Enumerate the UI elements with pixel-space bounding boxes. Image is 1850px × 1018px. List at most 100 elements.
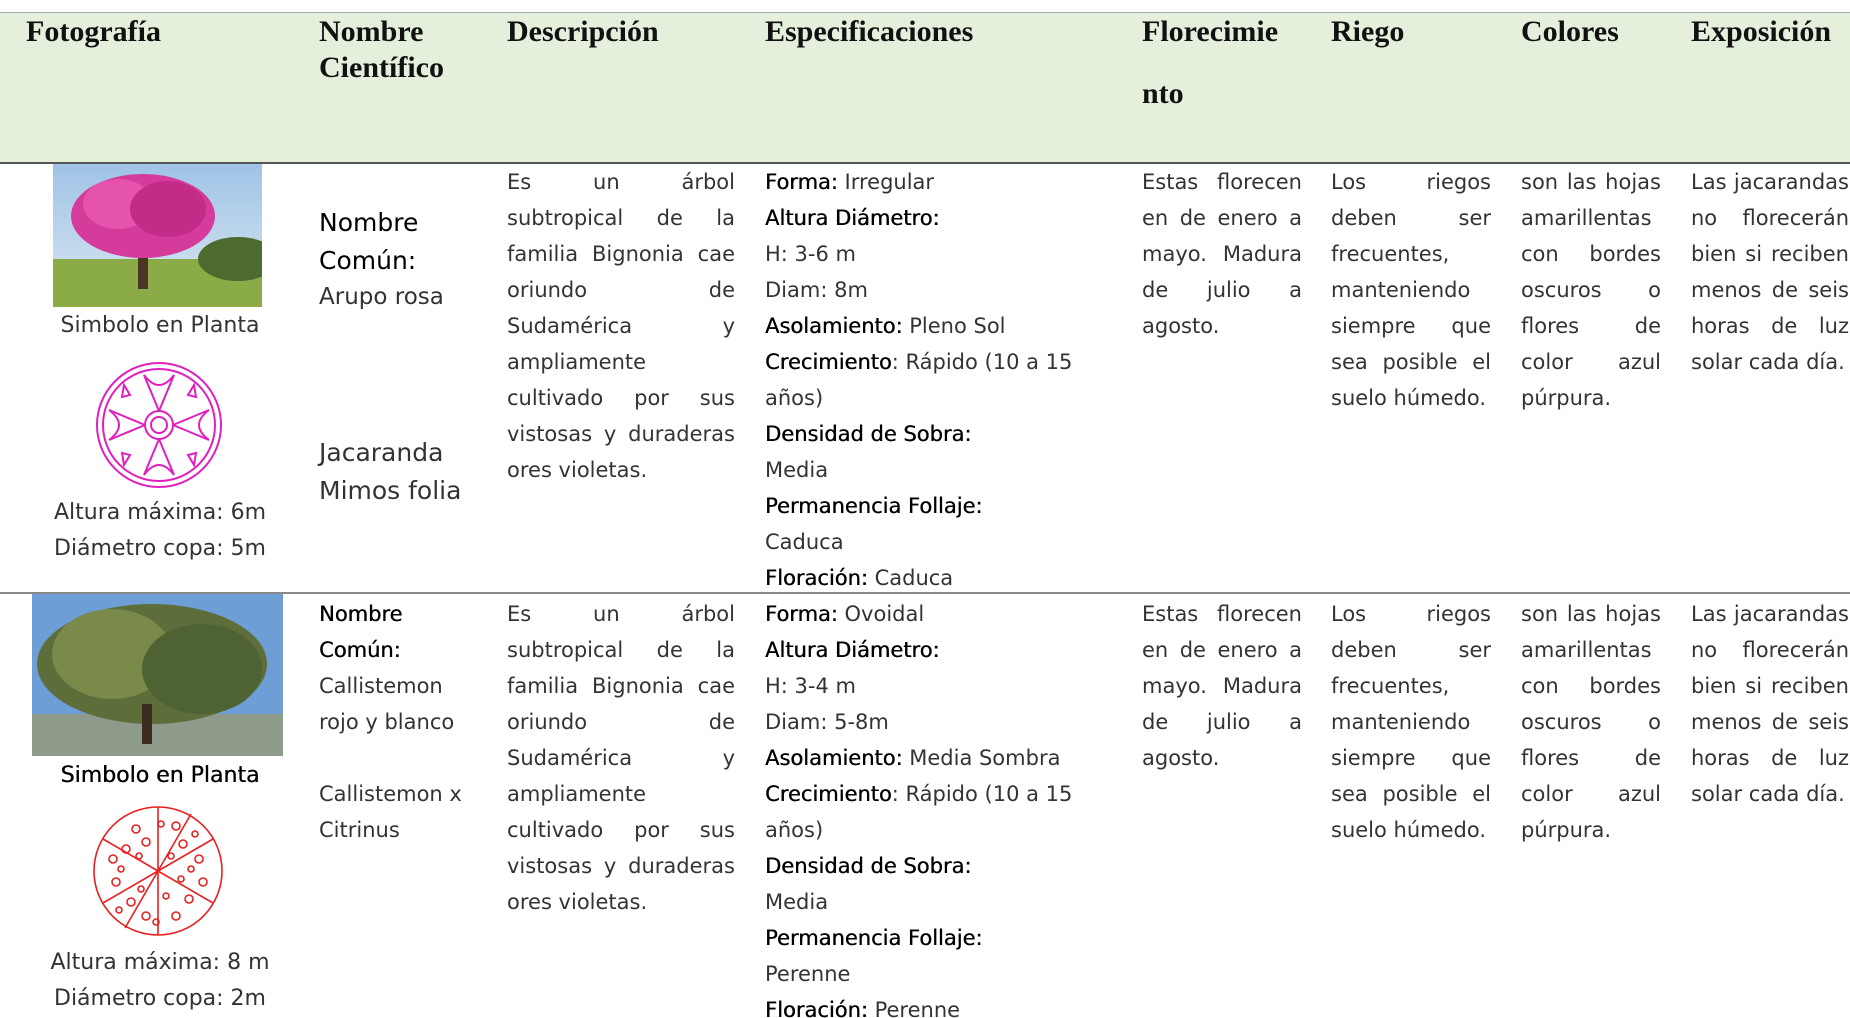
- spec-label: Permanencia Follaje:: [765, 926, 983, 950]
- spec-label: Crecimiento: [765, 782, 892, 806]
- spec-label: Crecimiento: [765, 350, 892, 374]
- crown-diameter: Diámetro copa: 2m: [54, 986, 266, 1011]
- max-height: Altura máxima: 8 m: [50, 950, 270, 975]
- spec-line: Densidad de Sobra:: [765, 416, 1135, 452]
- spec-label: Floración:: [765, 566, 868, 590]
- spec-value: Irregular: [844, 170, 935, 194]
- column-header: Riego: [1331, 14, 1501, 50]
- scientific-name: Jacaranda Mimos folia: [319, 438, 462, 505]
- spec-label: Permanencia Follaje:: [765, 494, 983, 518]
- spec-line: Asolamiento: Media Sombra: [765, 740, 1135, 776]
- spec-line: Permanencia Follaje:: [765, 488, 1135, 524]
- spec-value: Media: [765, 458, 829, 482]
- spec-value: Media: [765, 890, 829, 914]
- spec-value: Pleno Sol: [909, 314, 1006, 338]
- spec-value: : Rápido (10 a 15 años): [765, 350, 1073, 410]
- header-line: Florecimie: [1142, 15, 1279, 48]
- plant-symbol: [93, 806, 223, 936]
- rule: [0, 12, 1850, 13]
- spec-label: Forma:: [765, 170, 838, 194]
- description: Es un árbol subtropical de la familia Bi…: [507, 602, 735, 914]
- spec-line: Floración: Perenne: [765, 992, 1135, 1018]
- spec-value: Ovoidal: [844, 602, 925, 626]
- spec-value: : Rápido (10 a 15 años): [765, 782, 1073, 842]
- header-line: Riego: [1331, 15, 1405, 48]
- spec-value: Perenne: [874, 998, 961, 1018]
- colors: son las hojas amarillentas con bordes os…: [1521, 170, 1661, 410]
- common-name: Callistemon rojo y blanco: [319, 674, 455, 734]
- spec-label: Asolamiento:: [765, 746, 903, 770]
- specifications: Forma: Ovoidal Altura Diámetro: H: 3-4 m Di…: [765, 596, 1135, 1018]
- spec-label: Densidad de Sobra:: [765, 854, 972, 878]
- spec-line: H: 3-6 m: [765, 236, 1135, 272]
- name-label: Nombre Común:: [319, 602, 403, 662]
- spec-value: Caduca: [874, 566, 954, 590]
- watering: Los riegos deben ser frecuentes, manteni…: [1331, 170, 1491, 410]
- spec-line: Caduca: [765, 524, 1135, 560]
- spec-line: Asolamiento: Pleno Sol: [765, 308, 1135, 344]
- spec-value: Diam: 8m: [765, 278, 868, 302]
- crown-diameter: Diámetro copa: 5m: [54, 536, 266, 561]
- spec-label: Floración:: [765, 998, 868, 1018]
- spec-value: H: 3-4 m: [765, 674, 856, 698]
- spec-line: Forma: Irregular: [765, 164, 1135, 200]
- spec-line: Crecimiento: Rápido (10 a 15 años): [765, 344, 1135, 416]
- spec-line: Densidad de Sobra:: [765, 848, 1135, 884]
- header-line: Especificaciones: [765, 15, 974, 48]
- rule: [0, 162, 1850, 164]
- header-line: Descripción: [507, 15, 659, 48]
- spec-line: Media: [765, 452, 1135, 488]
- header-background: [0, 12, 1850, 162]
- plant-symbol: [96, 362, 222, 488]
- name-label: Nombre Común:: [319, 208, 419, 275]
- column-header: Nombre Científico: [319, 14, 504, 86]
- spec-line: H: 3-4 m: [765, 668, 1135, 704]
- exposure: Las jacarandas no florecerán bien si rec…: [1691, 602, 1849, 806]
- spec-label: Altura Diámetro:: [765, 206, 940, 230]
- watering: Los riegos deben ser frecuentes, manteni…: [1331, 602, 1491, 842]
- spec-label: Densidad de Sobra:: [765, 422, 972, 446]
- photo: [32, 594, 283, 756]
- scientific-name: Callistemon x Citrinus: [319, 782, 462, 842]
- spec-label: Forma:: [765, 602, 838, 626]
- photo: [53, 164, 262, 307]
- colors: son las hojas amarillentas con bordes os…: [1521, 602, 1661, 842]
- spec-line: Diam: 8m: [765, 272, 1135, 308]
- spec-line: Perenne: [765, 956, 1135, 992]
- column-header: Fotografía: [26, 14, 306, 50]
- photo-caption: Simbolo en Planta: [60, 763, 260, 788]
- photo-caption: Simbolo en Planta: [60, 313, 260, 338]
- spec-value: Perenne: [765, 962, 851, 986]
- spec-value: Caduca: [765, 530, 844, 554]
- column-header: Descripción: [507, 14, 745, 50]
- rule: [0, 592, 1850, 594]
- common-name: Arupo rosa: [319, 284, 444, 310]
- spec-label: Altura Diámetro:: [765, 638, 940, 662]
- exposure: Las jacarandas no florecerán bien si rec…: [1691, 170, 1849, 374]
- column-header: Exposición: [1691, 14, 1850, 50]
- spec-line: Permanencia Follaje:: [765, 920, 1135, 956]
- spec-line: Diam: 5-8m: [765, 704, 1135, 740]
- description: Es un árbol subtropical de la familia Bi…: [507, 170, 735, 482]
- column-header: Florecimie nto: [1142, 14, 1312, 112]
- spec-value: H: 3-6 m: [765, 242, 856, 266]
- spec-line: Crecimiento: Rápido (10 a 15 años): [765, 776, 1135, 848]
- header-line: Colores: [1521, 15, 1619, 48]
- flowering: Estas florecen en de enero a mayo. Madur…: [1142, 602, 1302, 770]
- column-header: Colores: [1521, 14, 1671, 50]
- spec-line: Altura Diámetro:: [765, 632, 1135, 668]
- spec-line: Forma: Ovoidal: [765, 596, 1135, 632]
- column-header: Especificaciones: [765, 14, 1145, 50]
- spec-line: Altura Diámetro:: [765, 200, 1135, 236]
- spec-value: Diam: 5-8m: [765, 710, 889, 734]
- header-line: Nombre Científico: [319, 15, 444, 84]
- flowering: Estas florecen en de enero a mayo. Madur…: [1142, 170, 1302, 338]
- header-line: nto: [1142, 77, 1184, 110]
- spec-value: Media Sombra: [909, 746, 1061, 770]
- spec-label: Asolamiento:: [765, 314, 903, 338]
- header-line: Exposición: [1691, 15, 1832, 48]
- header-line: Fotografía: [26, 15, 161, 48]
- specifications: Forma: Irregular Altura Diámetro: H: 3-6 m…: [765, 164, 1135, 596]
- spec-line: Media: [765, 884, 1135, 920]
